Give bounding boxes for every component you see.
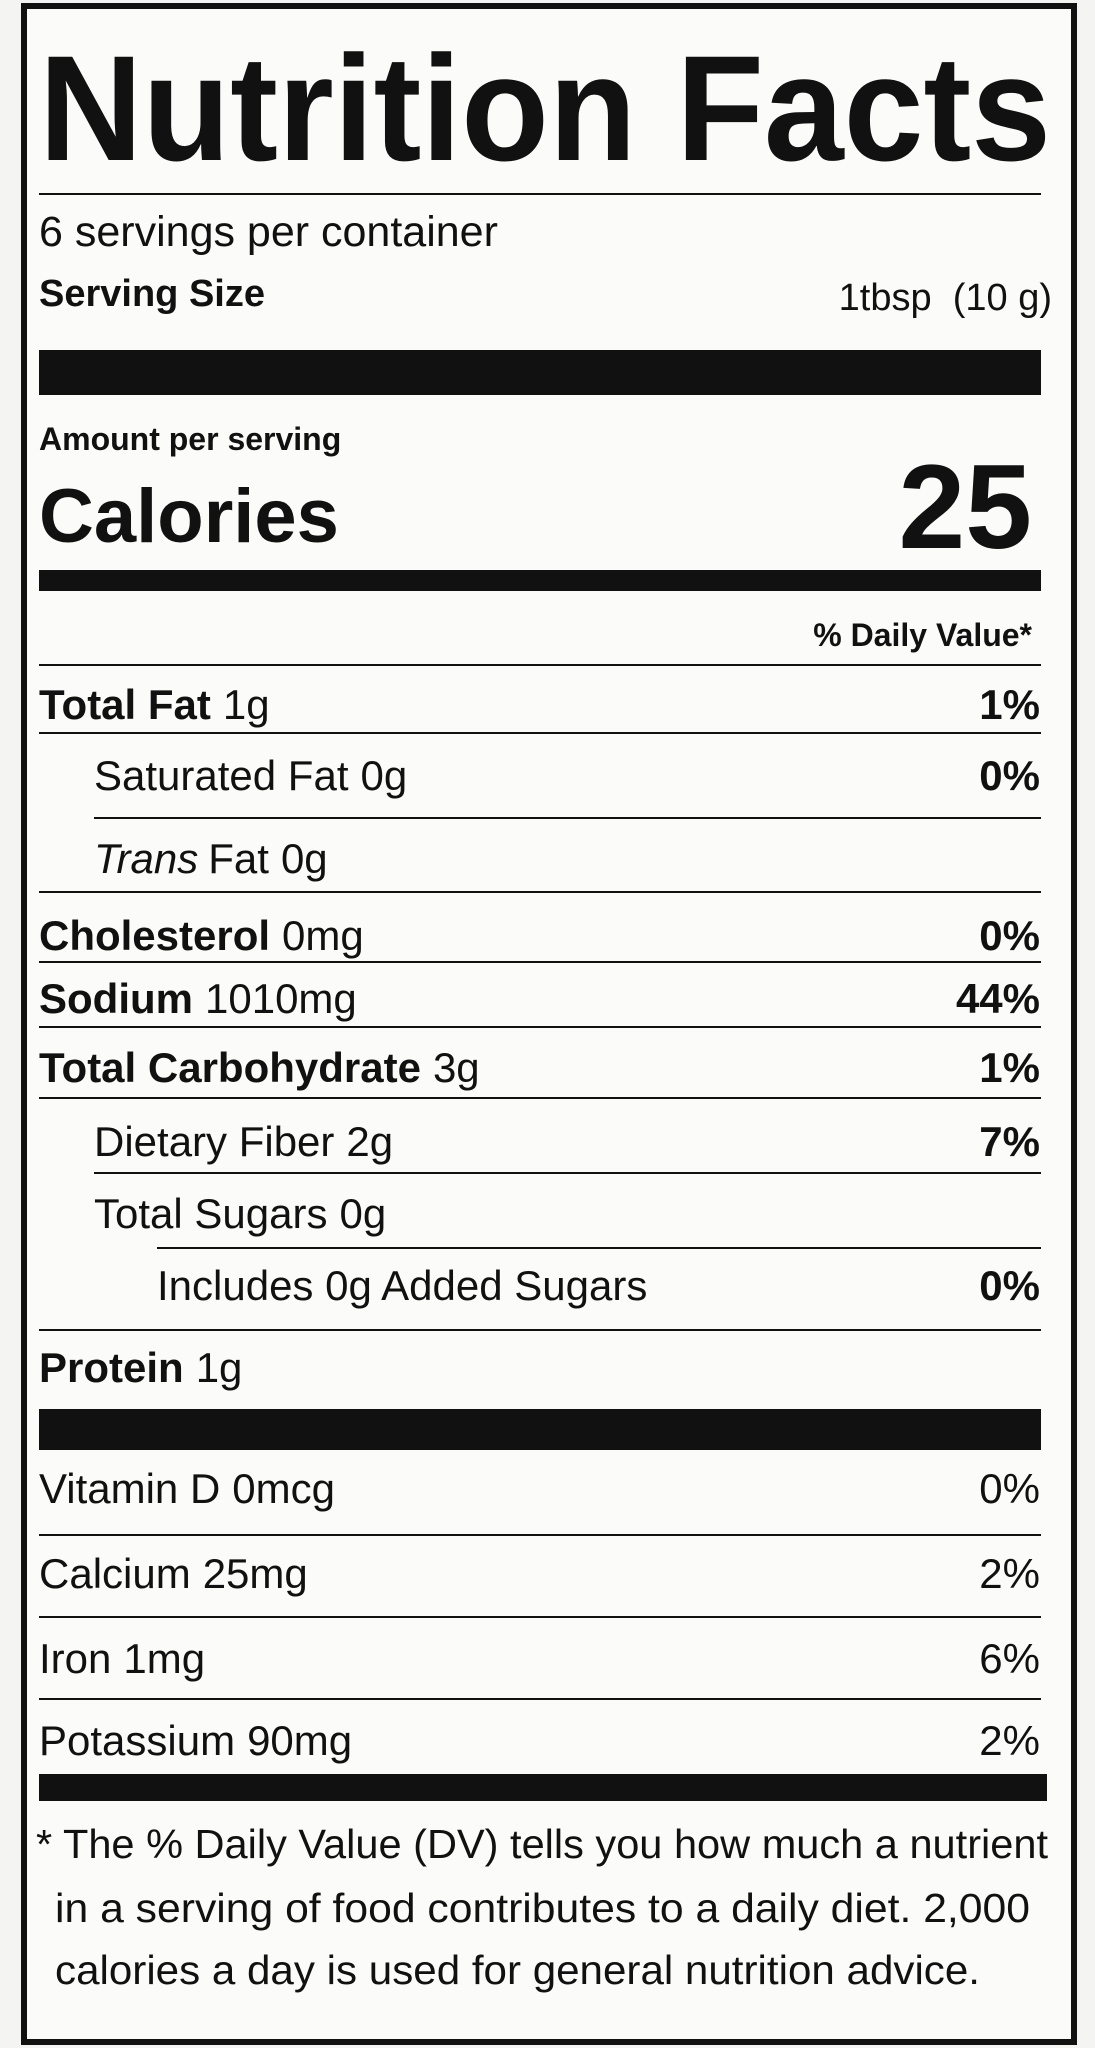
medium-bar [39,1774,1047,1801]
nutrient-label: Vitamin D [39,1465,220,1512]
daily-value-header: % Daily Value* [813,617,1032,653]
nutrient-row: Vitamin D 0mcg [39,1465,335,1512]
nutrient-row: Includes 0g Added Sugars [157,1262,647,1309]
daily-value: 1% [979,1044,1040,1091]
nutrient-row: Calcium 25mg [39,1550,308,1597]
nutrient-amount: 1g [223,681,270,728]
calories-value: 25 [899,440,1032,574]
amount-per-serving: Amount per serving [39,421,341,457]
nutrient-row: Sodium 1010mg [39,975,357,1022]
nutrient-amount: 0mcg [232,1465,335,1512]
nutrient-amount: 2g [346,1118,393,1165]
footnote-line: calories a day is used for general nutri… [55,1947,980,1993]
daily-value: 0% [979,1465,1040,1512]
daily-value: 0% [979,752,1040,799]
nutrient-row: Total Fat 1g [39,681,270,728]
nutrient-row: Dietary Fiber 2g [94,1118,393,1165]
daily-value: 0% [979,1262,1040,1309]
label-border [21,3,1077,2045]
daily-value: 0% [979,912,1040,959]
nutrient-amount: 0mg [282,912,364,959]
nutrient-name: Cholesterol [39,912,270,959]
nutrient-amount: 0g [339,1190,386,1237]
nutrient-amount: 3g [433,1044,480,1091]
thick-bar [39,1409,1041,1450]
nutrient-label: Total Sugars [94,1190,327,1237]
nutrient-name-italic: Trans [94,835,198,882]
daily-value: 7% [979,1118,1040,1165]
nutrient-name: Total Carbohydrate [39,1044,421,1091]
medium-bar [39,570,1041,591]
footnote-line: in a serving of food contributes to a da… [55,1885,1030,1931]
nutrient-label: Includes 0g Added Sugars [157,1262,647,1309]
daily-value: 2% [979,1717,1040,1764]
nutrient-amount: 25mg [203,1550,308,1597]
nutrient-amount: 0g [281,835,328,882]
footnote-line: * The % Daily Value (DV) tells you how m… [36,1821,1049,1867]
daily-value: 6% [979,1635,1040,1682]
thick-bar [39,350,1041,395]
nutrient-row: Total Sugars 0g [94,1190,386,1237]
nutrient-name: Protein [39,1344,184,1391]
nutrient-row: Cholesterol 0mg [39,912,364,959]
nutrient-amount: 1mg [123,1635,205,1682]
nutrient-amount: 90mg [247,1717,352,1764]
nutrient-row: Protein 1g [39,1344,242,1391]
daily-value: 44% [956,975,1040,1022]
serving-size-label: Serving Size [39,273,265,315]
nutrient-label: Dietary Fiber [94,1118,334,1165]
nutrient-amount: 1010mg [205,975,357,1022]
daily-value: 1% [979,681,1040,728]
nutrient-row: Iron 1mg [39,1635,205,1682]
nutrient-row: Potassium 90mg [39,1717,352,1764]
nutrient-amount: 0g [360,752,407,799]
nutrient-label: Calcium [39,1550,191,1597]
nutrient-label: Fat [208,835,269,882]
nutrient-row: Saturated Fat 0g [94,752,407,799]
calories-label: Calories [39,474,339,559]
nutrient-name: Total Fat [39,681,211,728]
title: Nutrition Facts [39,24,1051,192]
nutrient-amount: 1g [196,1344,243,1391]
daily-value: 2% [979,1550,1040,1597]
nutrient-row: Trans Fat 0g [94,835,328,882]
nutrient-row: Total Carbohydrate 3g [39,1044,480,1091]
nutrient-label: Saturated Fat [94,752,349,799]
serving-size-value: 1tbsp (10 g) [839,277,1052,319]
nutrient-name: Sodium [39,975,193,1022]
servings: 6 servings per container [39,208,498,256]
nutrient-label: Potassium [39,1717,235,1764]
nutrient-label: Iron [39,1635,111,1682]
